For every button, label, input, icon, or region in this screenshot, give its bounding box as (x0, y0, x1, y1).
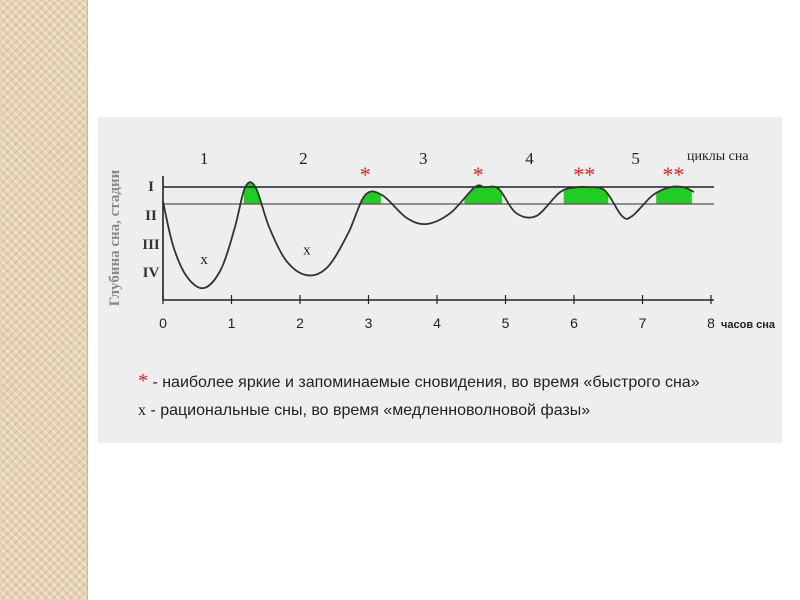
legend-star-symbol: * (138, 370, 148, 392)
x-tick-label: 3 (365, 315, 373, 331)
stage-label: III (142, 237, 160, 253)
legend-rem-text: - наиболее яркие и запоминаемые сновиден… (148, 374, 700, 391)
x-axis-label: часов сна (721, 319, 776, 331)
x-tick-label: 8 (707, 315, 715, 331)
legend-rem: * - наиболее яркие и запоминаемые сновид… (138, 370, 700, 393)
dream-star-marker: ** (662, 162, 684, 187)
hypnogram-line (162, 181, 695, 290)
x-tick-label: 1 (228, 315, 236, 331)
cycle-number: 4 (525, 149, 534, 168)
dream-star-marker: * (473, 162, 484, 187)
x-tick-label: 4 (433, 315, 441, 331)
cycle-number: 1 (200, 149, 209, 168)
x-tick-label: 2 (296, 315, 304, 331)
chart-panel (98, 117, 782, 443)
decorative-side-strip (0, 0, 87, 600)
cycle-number: 2 (299, 149, 308, 168)
legend-x-symbol: x (138, 402, 146, 419)
dream-x-marker: x (303, 242, 311, 258)
cycle-number: 5 (631, 149, 640, 168)
x-tick-label: 5 (502, 315, 510, 331)
dream-star-marker: * (360, 162, 371, 187)
legend-slow-text: - рациональные сны, во время «медленново… (146, 402, 591, 419)
side-divider (87, 0, 88, 600)
legend-slow: x - рациональные сны, во время «медленно… (138, 402, 590, 420)
stage-label: II (145, 208, 157, 224)
stage-label: I (148, 179, 154, 195)
x-tick-label: 7 (639, 315, 647, 331)
cycle-number: 3 (419, 149, 428, 168)
y-axis-label: Глубина сна, стадии (107, 169, 123, 306)
dream-star-marker: ** (573, 162, 595, 187)
x-tick-label: 0 (159, 315, 167, 331)
stage-label: IV (143, 265, 160, 281)
cycles-label: циклы сна (687, 149, 749, 164)
dream-x-marker: x (200, 252, 208, 268)
x-tick-label: 6 (570, 315, 578, 331)
